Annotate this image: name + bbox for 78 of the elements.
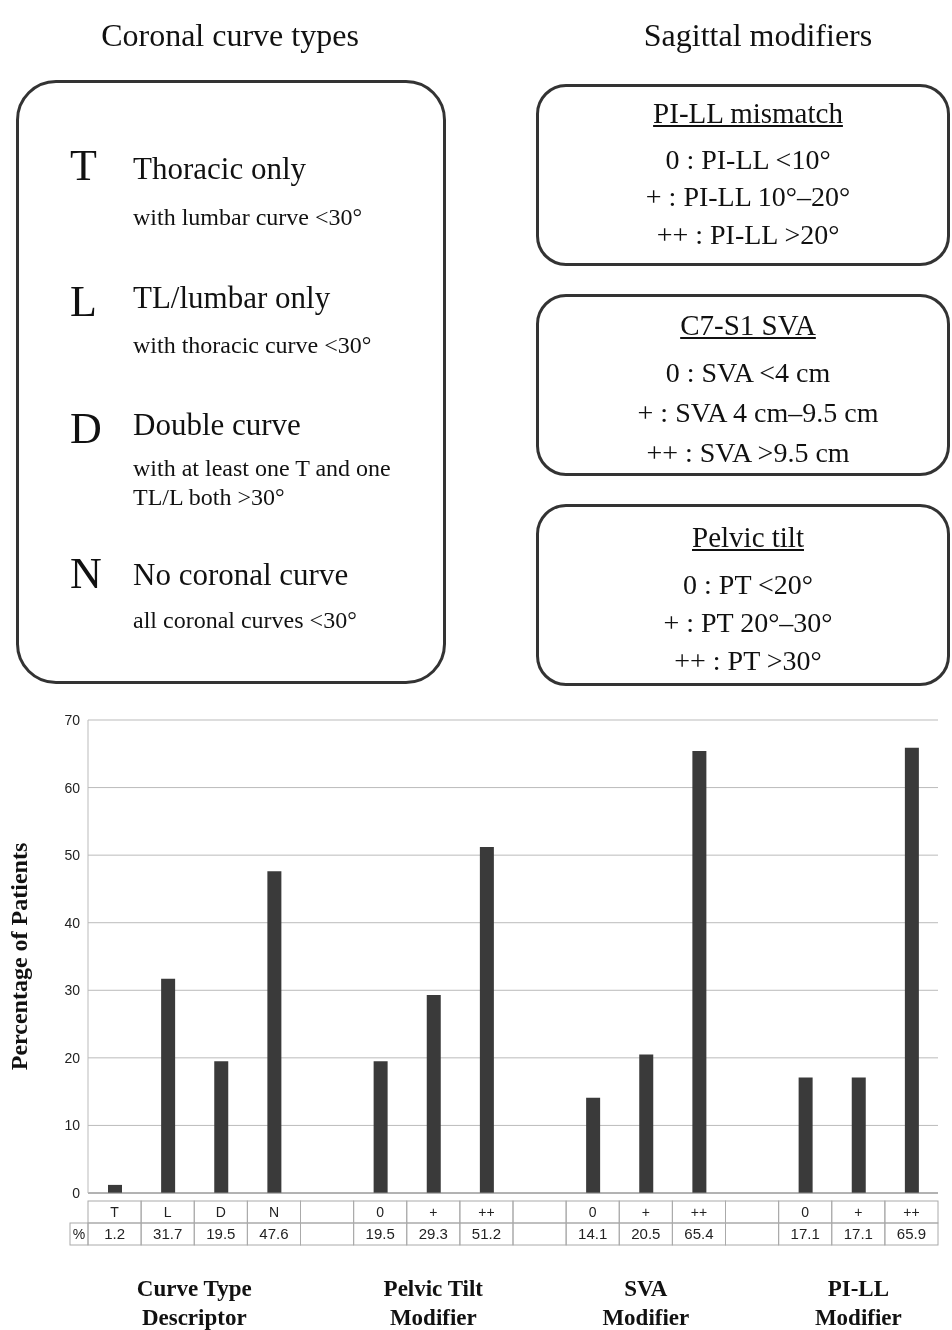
text: N (70, 548, 102, 600)
text: Pelvic tilt (691, 520, 805, 555)
text: Double curve (133, 406, 301, 444)
x-tick-label: 0 (588, 1204, 597, 1220)
y-tick-label: 20 (64, 1049, 81, 1066)
text: + : PI-LL 10°–20° (644, 180, 852, 214)
x-tick-label: L (163, 1204, 172, 1220)
text: Sagittal modifiers (642, 16, 874, 55)
text: ++ : PI-LL >20° (655, 218, 841, 252)
text: 0 : PI-LL <10° (664, 143, 832, 177)
text: with at least one T and one TL/L both >30° (133, 454, 392, 512)
x-tick-label: + (854, 1204, 863, 1220)
text: No coronal curve (133, 556, 349, 594)
x-tick-label: + (641, 1204, 650, 1220)
data-label: 65.9 (896, 1225, 927, 1242)
text: ++ : SVA >9.5 cm (645, 436, 851, 470)
text: + : PT 20°–30° (662, 606, 834, 640)
bar (267, 871, 282, 1193)
text: Thoracic only (133, 150, 307, 188)
data-label: 31.7 (153, 1225, 183, 1242)
y-tick-label: 10 (64, 1117, 81, 1134)
data-label: 47.6 (259, 1225, 289, 1242)
bar (639, 1054, 654, 1193)
text: all coronal curves <30° (133, 606, 357, 635)
data-label: 19.5 (365, 1225, 395, 1242)
text: 0 : SVA <4 cm (664, 356, 832, 390)
x-tick-label: ++ (903, 1204, 920, 1220)
x-tick-label: N (268, 1204, 279, 1220)
y-axis-title: Percentage of Patients (5, 842, 32, 1071)
bar (586, 1097, 601, 1193)
text: SVA Modifier (601, 1275, 691, 1330)
x-tick-label: D (215, 1204, 226, 1220)
text: TL/lumbar only (133, 279, 331, 317)
bar (426, 995, 441, 1193)
y-tick-label: 50 (64, 847, 81, 864)
data-label: 17.1 (790, 1225, 820, 1242)
x-tick-label: 0 (801, 1204, 810, 1220)
y-tick-label: 30 (64, 982, 81, 999)
data-label: 65.4 (684, 1225, 714, 1242)
text: L (70, 276, 97, 328)
data-label: 19.5 (206, 1225, 236, 1242)
bar (214, 1061, 229, 1193)
data-label: 14.1 (578, 1225, 608, 1242)
data-label: 1.2 (104, 1225, 125, 1242)
bar (904, 747, 919, 1193)
text: Pelvic Tilt Modifier (382, 1275, 485, 1330)
data-label: 29.3 (418, 1225, 448, 1242)
y-tick-label: 60 (64, 779, 81, 796)
x-tick-label: ++ (478, 1204, 495, 1220)
text: + : SVA 4 cm–9.5 cm (636, 396, 880, 430)
text: with lumbar curve <30° (133, 203, 363, 232)
y-tick-label: 70 (64, 711, 81, 728)
y-tick-label: 0 (72, 1184, 81, 1201)
x-tick-label: 0 (376, 1204, 385, 1220)
bar (692, 751, 707, 1193)
bar (373, 1061, 388, 1193)
text: % (72, 1226, 86, 1242)
y-tick-label: 40 (64, 914, 81, 931)
text: ++ : PT >30° (673, 644, 823, 678)
bar (798, 1077, 813, 1193)
bar (161, 978, 176, 1193)
text: C7-S1 SVA (679, 308, 817, 343)
x-tick-label: ++ (690, 1204, 708, 1220)
bar (851, 1077, 866, 1193)
bar (479, 847, 494, 1193)
text: T (70, 140, 97, 192)
text: Curve Type Descriptor (135, 1275, 253, 1330)
text: PI-LL Modifier (813, 1275, 903, 1330)
x-tick-label: + (429, 1204, 438, 1220)
text: with thoracic curve <30° (133, 331, 372, 360)
text: Coronal curve types (100, 16, 360, 55)
data-label: 17.1 (843, 1225, 873, 1242)
x-tick-label: T (110, 1204, 120, 1220)
data-label: 20.5 (631, 1225, 661, 1242)
text: 0 : PT <20° (682, 568, 814, 602)
text: PI-LL mismatch (652, 96, 844, 131)
text: D (70, 403, 102, 455)
data-label: 51.2 (471, 1225, 502, 1242)
